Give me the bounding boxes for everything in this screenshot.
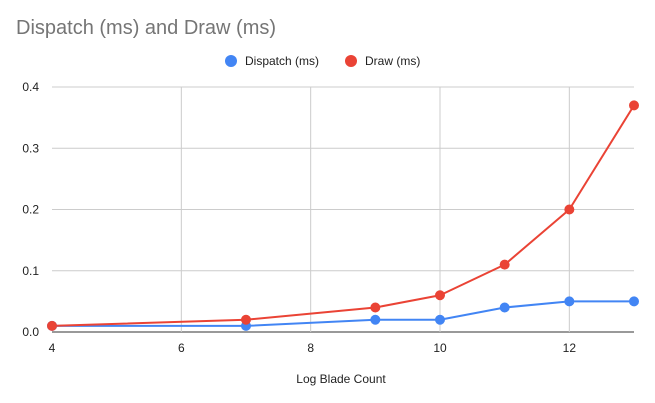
data-point-dispatch (564, 296, 575, 307)
y-tick-label: 0.3 (22, 141, 39, 155)
x-axis-ticks: 4 6 8 10 12 (49, 341, 577, 355)
data-point-draw (370, 302, 381, 313)
y-tick-label: 0.2 (22, 203, 39, 217)
data-point-draw (564, 204, 575, 215)
data-point-draw (499, 259, 510, 270)
series-layer (47, 100, 639, 331)
legend-marker-draw (345, 55, 357, 67)
data-point-draw (241, 314, 251, 325)
data-point-draw (435, 290, 445, 301)
legend-label-dispatch: Dispatch (ms) (245, 54, 319, 68)
x-axis-label: Log Blade Count (296, 372, 386, 386)
data-point-dispatch (499, 302, 510, 313)
x-tick-label: 12 (563, 341, 577, 355)
grid (52, 86, 634, 333)
x-tick-label: 6 (178, 341, 185, 355)
y-tick-label: 0.1 (22, 264, 39, 278)
chart-title: Dispatch (ms) and Draw (ms) (16, 17, 276, 39)
series-line-draw (51, 104, 635, 327)
legend-label-draw: Draw (ms) (365, 54, 420, 68)
data-point-draw (47, 320, 57, 331)
y-axis-ticks: 0.0 0.1 0.2 0.3 0.4 (22, 80, 39, 339)
data-point-dispatch (370, 314, 381, 325)
x-tick-label: 10 (433, 341, 447, 355)
y-tick-label: 0.4 (22, 80, 39, 94)
data-point-draw (629, 100, 639, 111)
data-point-dispatch (435, 314, 445, 325)
data-point-dispatch (629, 296, 639, 307)
legend-marker-dispatch (225, 55, 237, 67)
x-tick-label: 8 (307, 341, 314, 355)
legend: Dispatch (ms) Draw (ms) (225, 54, 420, 68)
x-tick-label: 4 (49, 341, 56, 355)
y-tick-label: 0.0 (22, 325, 39, 339)
